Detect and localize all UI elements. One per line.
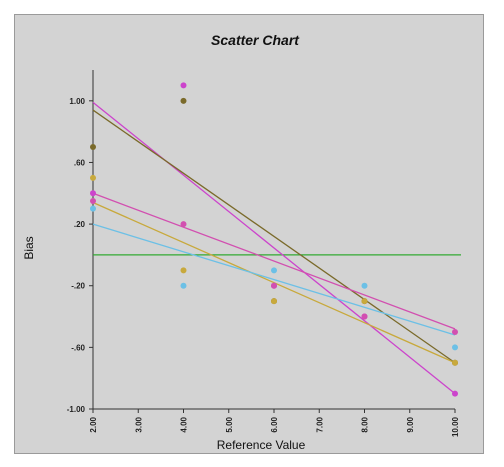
data-point-series-4 [361,298,368,305]
fit-line-1 [92,101,456,395]
plot-area: 1.00 .60 .20 -.20 -.60 -1.002.00 3.00 4.00 5.00 6… [67,70,461,437]
scatter-chart: Scatter Chart Reference Value Bias 1.00.… [22,32,461,452]
y-tick-label: .20 [74,220,86,229]
y-tick-label: .60 [74,158,86,167]
y-tick-label: -.20 [71,282,85,291]
data-point-series-1 [180,82,187,89]
data-point-series-3 [452,328,458,335]
data-point-series-3 [180,221,187,228]
x-tick-label: 4.00 [180,416,189,432]
y-tick-label: 1.00 [69,97,85,106]
data-point-series-4 [90,174,96,181]
data-point-series-5 [90,205,96,212]
chart-title: Scatter Chart [211,32,300,48]
y-axis-label: Bias [22,236,36,259]
fit-line-2 [92,109,456,364]
x-tick-label: 7.00 [315,416,324,432]
x-tick-label: 10.00 [451,416,460,437]
data-point-series-4 [452,359,458,366]
x-tick-label: 3.00 [134,416,143,432]
data-point-series-5 [452,344,458,351]
data-point-series-5 [180,282,187,289]
x-axis-label: Reference Value [217,438,306,452]
data-point-series-4 [180,267,187,274]
x-tick-label: 6.00 [270,416,279,432]
data-point-series-1 [452,390,458,397]
data-point-series-3 [361,313,368,320]
fit-line-4 [92,201,456,364]
data-point-series-4 [271,298,277,305]
data-point-series-5 [361,282,368,289]
x-tick-label: 9.00 [406,416,415,432]
data-point-series-1 [90,190,96,197]
data-point-series-2 [90,144,96,151]
x-tick-label: 8.00 [361,416,370,432]
fit-line-5 [92,223,456,336]
x-tick-label: 2.00 [89,416,98,432]
data-point-series-3 [90,197,96,204]
x-tick-label: 5.00 [225,416,234,432]
y-tick-label: -.60 [71,343,85,352]
data-point-series-3 [271,282,277,289]
chart-frame: Scatter Chart Reference Value Bias 1.00.… [14,14,484,454]
y-tick-label: -1.00 [67,405,86,414]
fit-line-3 [92,192,456,330]
data-point-series-2 [180,97,187,104]
data-point-series-5 [271,267,277,274]
